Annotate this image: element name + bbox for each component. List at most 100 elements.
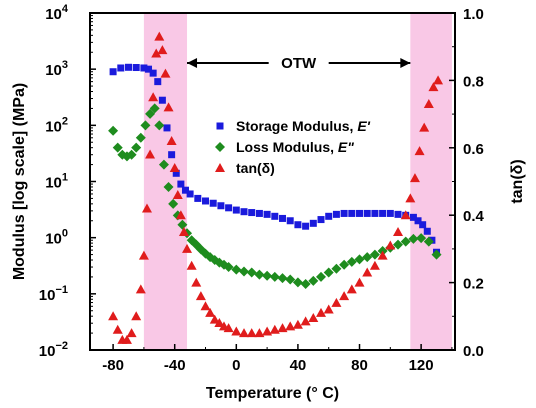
loss-modulus-point bbox=[135, 132, 146, 143]
loss-modulus-point bbox=[423, 236, 434, 247]
storage-modulus-point bbox=[363, 209, 371, 217]
y-tick-exponent: 3 bbox=[62, 59, 68, 71]
y-tick-base: 10 bbox=[39, 287, 56, 304]
tan-delta-point bbox=[186, 260, 197, 270]
tan-delta-point bbox=[433, 75, 444, 85]
storage-modulus-point bbox=[177, 180, 185, 188]
loss-modulus-point bbox=[168, 198, 179, 209]
tan-delta-point bbox=[405, 193, 416, 203]
y-tick-base: 10 bbox=[45, 175, 62, 192]
tan-delta-point bbox=[209, 314, 220, 324]
y-tick-exponent: −1 bbox=[55, 284, 68, 296]
loss-modulus-point bbox=[223, 262, 234, 273]
x-tick-label: 80 bbox=[351, 357, 368, 374]
y-tick-exponent: 4 bbox=[62, 3, 69, 15]
tan-delta-point bbox=[112, 324, 123, 334]
storage-modulus-point bbox=[217, 202, 225, 210]
storage-modulus-point bbox=[348, 209, 356, 217]
legend-name: Storage Modulus, bbox=[236, 118, 357, 134]
storage-modulus-point bbox=[340, 209, 348, 217]
tan-delta-point bbox=[339, 291, 350, 301]
tan-delta-point bbox=[377, 250, 388, 260]
storage-modulus-point bbox=[356, 209, 364, 217]
tan-delta-point bbox=[126, 328, 137, 338]
y-tick-exponent: 1 bbox=[62, 172, 68, 184]
loss-modulus-point bbox=[254, 269, 265, 280]
loss-modulus-series bbox=[108, 103, 442, 289]
y2-tick-label: 0.2 bbox=[463, 276, 484, 293]
tan-delta-point bbox=[262, 326, 273, 336]
loss-modulus-point bbox=[140, 120, 151, 131]
storage-modulus-point bbox=[263, 210, 271, 218]
tan-delta-point bbox=[175, 210, 186, 220]
loss-modulus-point bbox=[300, 278, 311, 289]
loss-modulus-point bbox=[292, 277, 303, 288]
storage-modulus-point bbox=[117, 64, 125, 72]
tan-delta-point bbox=[141, 203, 152, 213]
storage-modulus-point bbox=[279, 214, 287, 222]
y-tick-base: 10 bbox=[45, 118, 62, 135]
storage-modulus-point bbox=[145, 65, 153, 73]
legend-symbol: E' bbox=[357, 118, 370, 134]
loss-modulus-point bbox=[158, 159, 169, 170]
loss-modulus-point bbox=[112, 142, 123, 153]
loss-modulus-point bbox=[126, 149, 137, 160]
storage-modulus-point bbox=[255, 209, 263, 217]
loss-modulus-point bbox=[231, 264, 242, 275]
storage-modulus-point bbox=[149, 69, 157, 77]
storage-modulus-point bbox=[309, 219, 317, 227]
legend-name: tan(δ) bbox=[236, 160, 275, 176]
storage-modulus-series bbox=[109, 63, 441, 256]
loss-modulus-point bbox=[362, 252, 373, 263]
loss-modulus-point bbox=[416, 233, 427, 244]
loss-modulus-point bbox=[323, 267, 334, 278]
loss-modulus-point bbox=[277, 273, 288, 284]
legend-marker bbox=[215, 142, 225, 152]
tan-delta-point bbox=[323, 304, 334, 314]
tan-delta-point bbox=[205, 307, 216, 317]
tan-delta-point bbox=[414, 146, 425, 156]
legend-marker bbox=[216, 122, 224, 130]
tan-delta-point bbox=[369, 260, 380, 270]
loss-modulus-point bbox=[339, 259, 350, 270]
tan-delta-point bbox=[428, 82, 439, 92]
y-tick-label: 10−2 bbox=[39, 340, 68, 360]
legend: Storage Modulus, E'Loss Modulus, E"tan(δ… bbox=[215, 118, 371, 176]
loss-modulus-point bbox=[239, 266, 250, 277]
tan-delta-point bbox=[172, 189, 183, 199]
tan-delta-point bbox=[277, 323, 288, 333]
tan-delta-point bbox=[169, 163, 180, 173]
y2-tick-label: 0.4 bbox=[463, 208, 485, 225]
storage-modulus-point bbox=[386, 209, 394, 217]
y-tick-label: 10−1 bbox=[39, 284, 68, 304]
storage-modulus-point bbox=[325, 212, 333, 220]
loss-modulus-point bbox=[331, 263, 342, 274]
tan-delta-point bbox=[163, 102, 174, 112]
tan-delta-point bbox=[419, 122, 430, 132]
tan-delta-point bbox=[121, 334, 132, 344]
legend-item: Storage Modulus, E' bbox=[216, 118, 371, 134]
tan-delta-point bbox=[157, 45, 168, 55]
loss-modulus-point bbox=[262, 270, 273, 281]
tan-delta-point bbox=[308, 312, 319, 322]
tan-delta-point bbox=[300, 316, 311, 326]
tan-delta-point bbox=[331, 297, 342, 307]
x-tick-label: 40 bbox=[290, 357, 307, 374]
x-tick-label: -80 bbox=[102, 357, 124, 374]
loss-modulus-point bbox=[316, 271, 327, 282]
storage-modulus-point bbox=[294, 221, 302, 229]
legend-item: Loss Modulus, E" bbox=[215, 139, 354, 155]
x-tick-label: 120 bbox=[409, 357, 434, 374]
storage-modulus-point bbox=[414, 217, 422, 225]
y-tick-base: 10 bbox=[45, 231, 62, 248]
y-tick-label: 101 bbox=[45, 172, 68, 192]
legend-symbol: E" bbox=[338, 139, 354, 155]
loss-modulus-point bbox=[369, 249, 380, 260]
tan-delta-point bbox=[423, 98, 434, 108]
loss-modulus-point bbox=[149, 103, 160, 114]
y-tick-label: 100 bbox=[45, 228, 68, 248]
tan-delta-series bbox=[108, 31, 444, 344]
otw-arrowhead-right bbox=[400, 58, 411, 68]
storage-modulus-point bbox=[394, 210, 402, 218]
